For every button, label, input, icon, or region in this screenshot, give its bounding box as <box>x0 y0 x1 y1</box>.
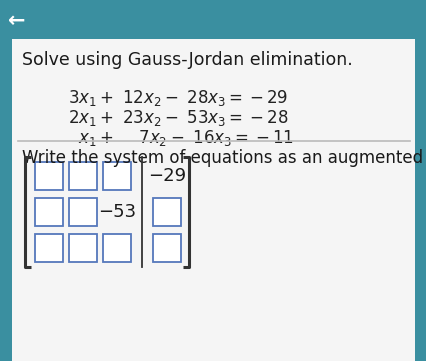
Text: −53: −53 <box>98 203 136 221</box>
Bar <box>35 162 63 190</box>
Bar <box>35 234 63 262</box>
Bar <box>12 39 414 361</box>
Text: $\ \ x_1 +\ \ \ \ 7x_2 -\ 16x_3 = -11$: $\ \ x_1 +\ \ \ \ 7x_2 -\ 16x_3 = -11$ <box>68 128 294 148</box>
Bar <box>69 198 97 226</box>
Bar <box>35 198 63 226</box>
Bar <box>103 162 131 190</box>
Text: Solve using Gauss-Jordan elimination.: Solve using Gauss-Jordan elimination. <box>22 51 352 69</box>
Bar <box>103 234 131 262</box>
Bar <box>0 0 426 41</box>
Text: ←: ← <box>8 11 26 31</box>
Bar <box>69 162 97 190</box>
Bar <box>69 234 97 262</box>
Text: $2x_1 +\ 23x_2 -\ 53x_3 = -28$: $2x_1 +\ 23x_2 -\ 53x_3 = -28$ <box>68 108 288 128</box>
Bar <box>153 198 181 226</box>
Text: $3x_1 +\ 12x_2 -\ 28x_3 = -29$: $3x_1 +\ 12x_2 -\ 28x_3 = -29$ <box>68 88 288 108</box>
Text: −29: −29 <box>147 167 186 185</box>
Bar <box>153 234 181 262</box>
Text: Write the system of equations as an augmented matrix.: Write the system of equations as an augm… <box>22 149 426 167</box>
